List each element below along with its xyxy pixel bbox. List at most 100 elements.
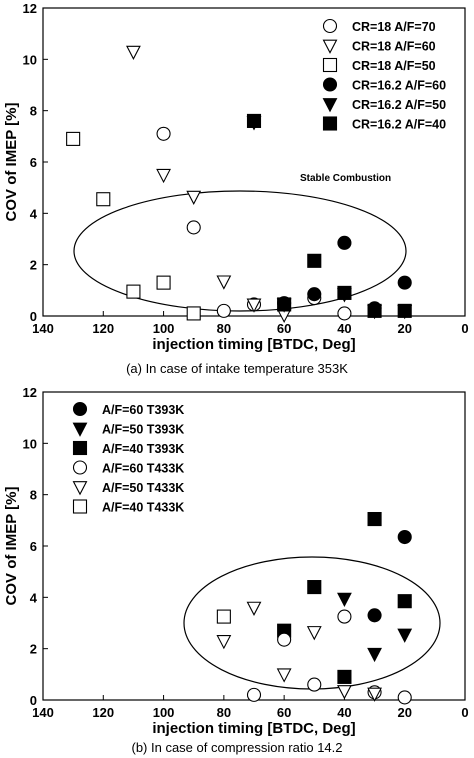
data-point-series-6 — [307, 253, 322, 268]
data-point-series-4 — [277, 632, 292, 647]
data-point-series-1 — [216, 303, 231, 318]
data-marks — [216, 511, 413, 705]
legend-marker — [322, 39, 338, 54]
data-point-series-6 — [246, 113, 262, 128]
legend-marker — [322, 98, 338, 113]
y-axis-title: COV of IMEP [%] — [3, 487, 20, 606]
data-point-series-2 — [246, 298, 262, 313]
data-point-series-1 — [186, 220, 201, 235]
legend-marker — [72, 460, 88, 475]
legend-label: A/F=50 T433K — [102, 481, 184, 495]
figure-caption: (a) In case of intake temperature 353K — [126, 361, 348, 376]
x-tick-label: 0 — [461, 705, 468, 720]
y-tick-label: 6 — [30, 539, 37, 554]
plot-frame — [42, 391, 466, 701]
data-point-series-3 — [156, 275, 171, 290]
y-tick-label: 0 — [30, 693, 37, 708]
legend-label: CR=18 A/F=50 — [352, 59, 436, 73]
data-point-series-6 — [277, 297, 292, 312]
legend-marker — [72, 440, 88, 456]
x-tick-label: 20 — [397, 705, 411, 720]
data-point-series-5 — [246, 601, 262, 616]
x-tick-label: 100 — [153, 321, 175, 336]
data-point-series-3 — [367, 511, 382, 527]
x-tick-label: 80 — [217, 705, 231, 720]
x-tick-label: 60 — [277, 321, 291, 336]
data-point-series-2 — [216, 275, 232, 290]
data-point-series-5 — [306, 626, 322, 641]
data-point-series-1 — [337, 306, 352, 321]
legend-marker — [322, 77, 338, 92]
y-tick-label: 10 — [23, 436, 37, 451]
y-tick-label: 0 — [30, 309, 37, 324]
data-point-series-5 — [216, 635, 232, 650]
x-tick-label: 0 — [461, 321, 468, 336]
legend-label: CR=16.2 A/F=50 — [352, 98, 446, 112]
legend-label: A/F=50 T393K — [102, 423, 184, 437]
x-tick-label: 140 — [32, 705, 54, 720]
data-point-series-3 — [66, 131, 81, 146]
data-point-series-2 — [156, 168, 171, 184]
data-point-series-2 — [367, 647, 382, 663]
legend-marker — [72, 401, 88, 417]
y-tick-label: 12 — [23, 385, 37, 400]
plot-frame — [42, 7, 466, 317]
annotation-label: Stable Combustion — [300, 173, 391, 184]
legend-marker — [322, 18, 338, 34]
x-axis-title: injection timing [BTDC, Deg] — [152, 336, 355, 353]
legend-label: CR=16.2 A/F=40 — [352, 118, 446, 132]
legend: CR=18 A/F=70 CR=18 A/F=60 CR=18 A/F=50 CR=1… — [322, 18, 446, 132]
data-point-series-5 — [276, 668, 292, 683]
data-point-series-1 — [156, 126, 171, 141]
legend-marker — [72, 481, 88, 496]
x-tick-label: 20 — [397, 321, 411, 336]
y-tick-label: 6 — [30, 155, 37, 170]
legend-marker — [72, 422, 88, 437]
figure-caption: (b) In case of compression ratio 14.2 — [132, 740, 343, 755]
stable-combustion-ellipse — [73, 190, 407, 312]
legend-label: A/F=60 T393K — [102, 403, 184, 417]
data-point-series-6 — [397, 303, 412, 318]
data-point-series-4 — [337, 235, 352, 250]
data-point-series-4 — [337, 609, 352, 624]
y-tick-label: 4 — [30, 206, 38, 221]
chart-panel-b: 140 120 100 80 60 40 20 0 0 2 4 6 8 10 12 A/F=60 T393K… — [3, 385, 469, 755]
legend: A/F=60 T393K A/F=50 T393K A/F=40 T393K A/F=… — [72, 401, 184, 515]
x-axis-title: injection timing [BTDC, Deg] — [152, 720, 355, 737]
data-point-series-4 — [307, 677, 322, 692]
data-point-series-3 — [96, 192, 111, 207]
x-tick-label: 60 — [277, 705, 291, 720]
x-tick-label: 120 — [92, 321, 114, 336]
data-marks — [66, 45, 413, 324]
chart-panel-a: Stable Combustion 140 120 100 80 60 40 20 0 0 2 4 6… — [3, 1, 469, 376]
x-tick-label: 40 — [337, 321, 351, 336]
data-point-series-6 — [367, 303, 382, 318]
data-point-series-6 — [337, 285, 352, 300]
data-point-series-3 — [186, 306, 201, 321]
data-point-series-4 — [397, 690, 412, 705]
x-tick-label: 140 — [32, 321, 54, 336]
data-point-series-3 — [126, 284, 141, 299]
data-point-series-6 — [216, 609, 231, 624]
legend-label: CR=18 A/F=60 — [352, 40, 436, 54]
legend-marker — [72, 499, 88, 514]
legend-label: A/F=40 T393K — [102, 442, 184, 456]
x-tick-label: 100 — [153, 705, 175, 720]
y-tick-label: 2 — [30, 642, 37, 657]
x-tick-label: 80 — [217, 321, 231, 336]
y-tick-label: 4 — [30, 590, 38, 605]
legend-label: CR=16.2 A/F=60 — [352, 79, 446, 93]
x-tick-label: 40 — [337, 705, 351, 720]
data-point-series-2 — [337, 592, 352, 607]
data-point-series-3 — [337, 669, 352, 684]
data-point-series-5 — [337, 685, 352, 700]
data-point-series-2 — [126, 45, 141, 60]
axis-ticks: 140 120 100 80 60 40 20 0 0 2 4 6 8 10 12 — [23, 1, 469, 336]
data-point-series-2 — [397, 628, 413, 643]
data-point-series-4 — [307, 287, 322, 302]
y-tick-label: 12 — [23, 1, 37, 16]
legend-marker — [322, 57, 338, 73]
data-point-series-1 — [397, 529, 412, 545]
y-tick-label: 8 — [30, 488, 37, 503]
